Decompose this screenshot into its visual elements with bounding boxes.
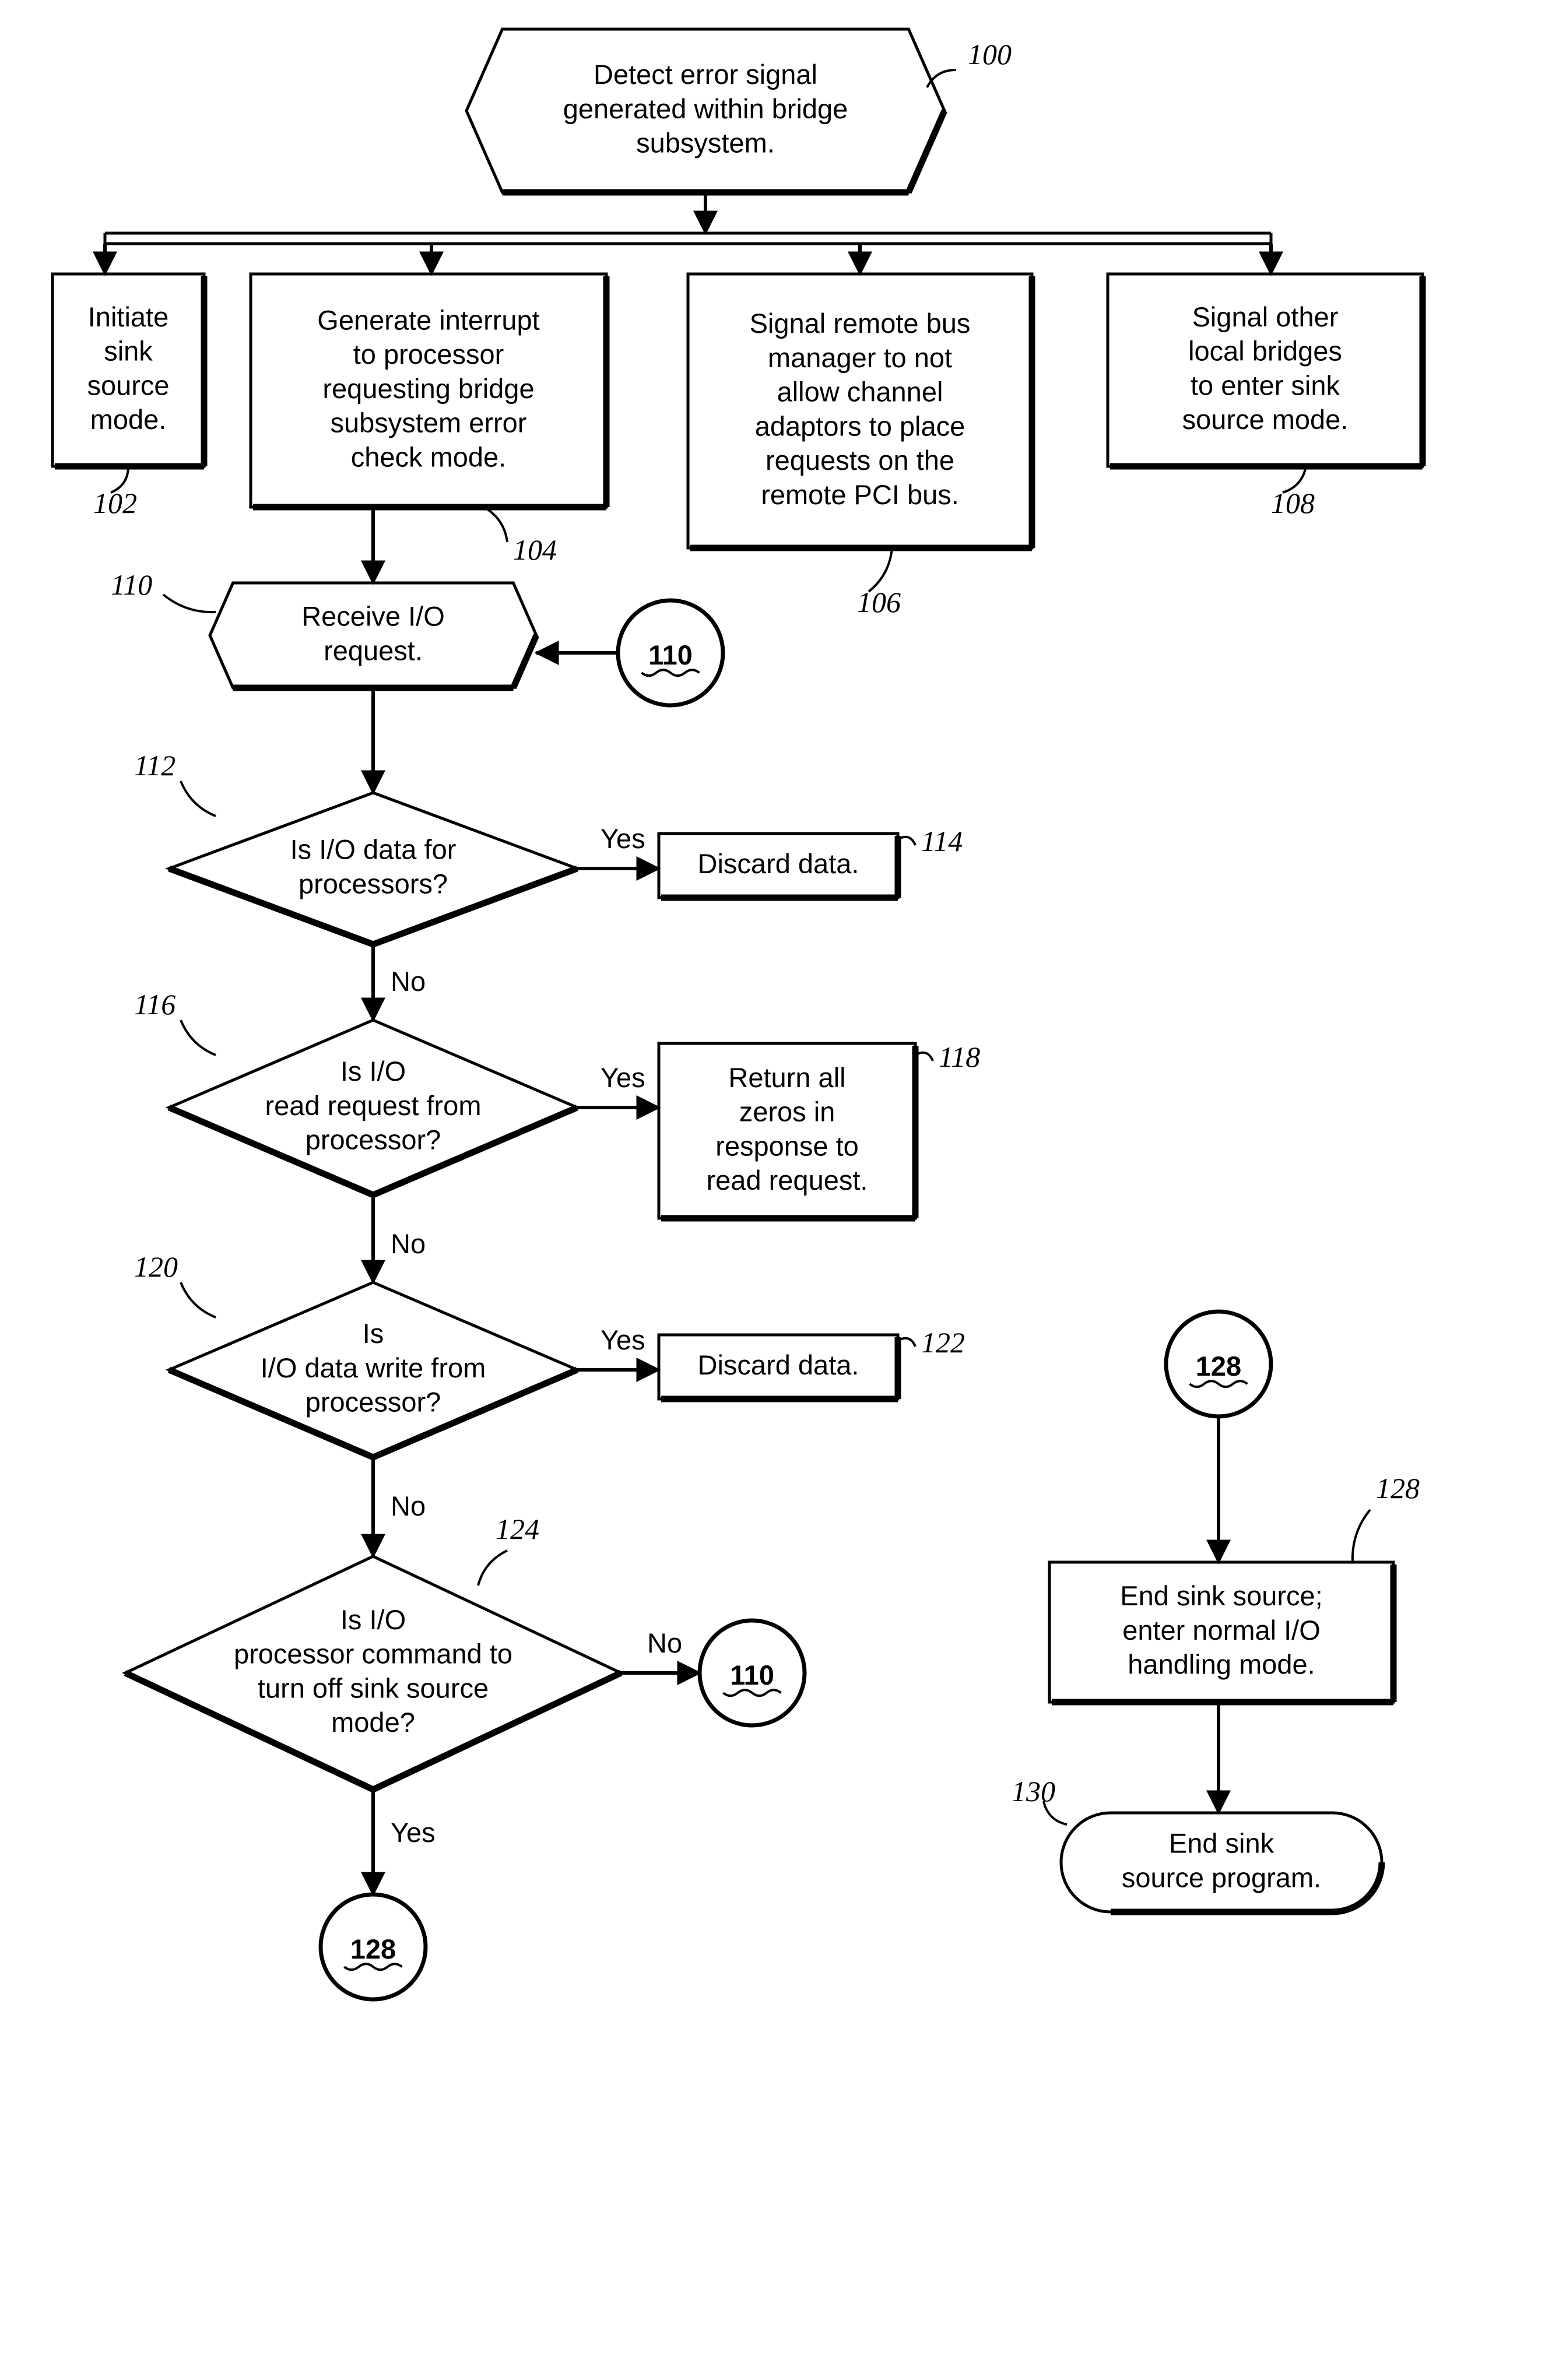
- ref-label: 112: [134, 749, 175, 782]
- node-text: Return all: [728, 1062, 845, 1093]
- node-text: handling mode.: [1128, 1649, 1315, 1680]
- node-text: I/O data write from: [261, 1352, 486, 1383]
- node-text: source program.: [1122, 1862, 1321, 1893]
- edge-label: Yes: [601, 823, 645, 854]
- ref-label: 116: [134, 988, 175, 1021]
- node-text: request.: [324, 635, 423, 666]
- node-text: subsystem.: [636, 128, 775, 159]
- node-text: check mode.: [351, 441, 506, 472]
- svg-text:110: 110: [648, 639, 693, 670]
- node-text: Is: [363, 1318, 384, 1349]
- node-text: Signal other: [1192, 301, 1339, 332]
- node-text: Receive I/O: [301, 601, 445, 632]
- node-text: End sink source;: [1120, 1580, 1322, 1611]
- node-text: Signal remote bus: [750, 308, 971, 339]
- node-text: enter normal I/O: [1122, 1615, 1321, 1646]
- edge-label: Yes: [391, 1817, 436, 1848]
- ref-label: 106: [857, 586, 901, 618]
- node-text: Discard data.: [698, 1349, 859, 1380]
- node-text: to processor: [353, 339, 504, 370]
- ref-label: 118: [939, 1040, 980, 1073]
- edge-label: Yes: [601, 1324, 645, 1355]
- node-text: Initiate: [88, 301, 168, 332]
- node-text: read request from: [265, 1090, 482, 1121]
- node-text: generated within bridge: [563, 93, 848, 124]
- node-text: remote PCI bus.: [761, 479, 959, 510]
- node-text: Is I/O data for: [290, 834, 457, 865]
- node-text: End sink: [1169, 1828, 1274, 1859]
- node-text: requesting bridge: [322, 373, 534, 404]
- ref-label: 100: [968, 38, 1012, 71]
- ref-label: 130: [1012, 1775, 1055, 1808]
- node-text: to enter sink: [1191, 370, 1340, 400]
- node-text: sink: [104, 336, 153, 367]
- ref-label: 108: [1271, 487, 1315, 519]
- node-text: requests on the: [766, 445, 954, 476]
- node-text: mode.: [90, 404, 167, 435]
- node-text: source mode.: [1182, 404, 1349, 435]
- node-text: processor command to: [234, 1639, 512, 1669]
- ref-label: 122: [921, 1326, 965, 1359]
- node-text: Discard data.: [698, 848, 859, 879]
- svg-text:128: 128: [1196, 1351, 1241, 1381]
- node-text: Detect error signal: [594, 59, 817, 90]
- ref-label: 120: [134, 1250, 178, 1283]
- node-text: Is I/O: [340, 1056, 406, 1087]
- ref-label: 124: [496, 1513, 539, 1545]
- ref-label: 114: [921, 825, 963, 857]
- node-text: processors?: [299, 868, 448, 899]
- node-text: processor?: [306, 1387, 441, 1418]
- node-text: adaptors to place: [755, 410, 965, 441]
- node-text: subsystem error: [331, 407, 527, 438]
- svg-text:128: 128: [350, 1933, 396, 1964]
- edge-label: No: [647, 1627, 682, 1658]
- node-text: Generate interrupt: [317, 304, 539, 335]
- ref-label: 110: [111, 568, 152, 601]
- node-text: read request.: [707, 1165, 868, 1196]
- node-text: source: [87, 370, 169, 400]
- edge-label: Yes: [601, 1062, 645, 1093]
- node-text: local bridges: [1188, 336, 1342, 367]
- node-text: mode?: [331, 1707, 415, 1738]
- edge-label: No: [391, 1490, 426, 1521]
- node-text: manager to not: [768, 342, 952, 373]
- ref-label: 104: [513, 533, 557, 566]
- ref-label: 128: [1376, 1472, 1420, 1504]
- node-text: processor?: [306, 1124, 441, 1155]
- svg-text:110: 110: [730, 1660, 774, 1690]
- node-text: zeros in: [739, 1096, 835, 1127]
- node-text: Is I/O: [340, 1604, 406, 1635]
- edge-label: No: [391, 966, 426, 997]
- node-text: turn off sink source: [258, 1672, 489, 1703]
- edge-label: No: [391, 1228, 426, 1259]
- node-text: allow channel: [777, 377, 943, 407]
- node-text: response to: [715, 1130, 859, 1161]
